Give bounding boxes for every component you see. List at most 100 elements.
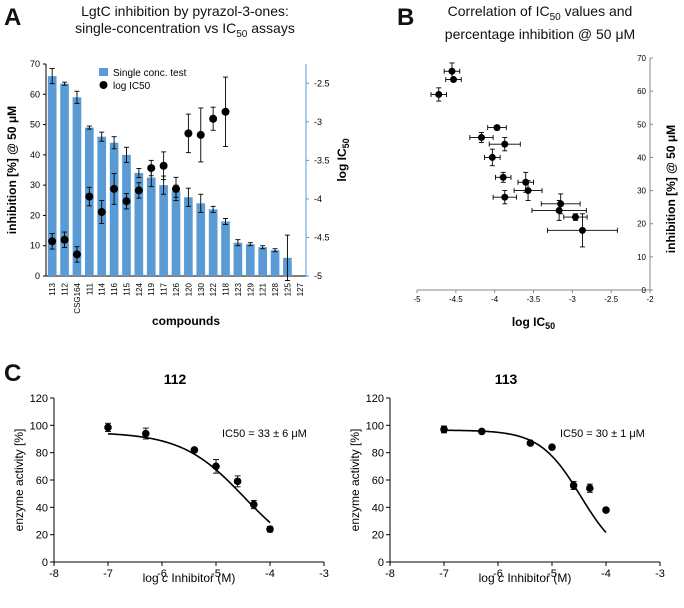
chart-a-xtick-label-10: 126	[172, 282, 181, 296]
chart-a-bar-5	[109, 142, 119, 276]
chart-a-dot-4	[97, 208, 106, 217]
chart-b-xtick-label-0: -5	[413, 295, 421, 304]
chart-b-xtick-label-6: -2	[646, 295, 654, 304]
chart-a-dot-1	[60, 235, 69, 244]
chart-b-point-5	[501, 140, 509, 148]
chart-b-xtick-label-3: -3.5	[527, 295, 541, 304]
chart-c1-title: 112	[164, 371, 187, 387]
chart-c2-ytick-label-0: 0	[378, 557, 384, 569]
chart-b-xlabel-sub: 50	[545, 321, 555, 331]
chart-a-bar-error-15	[235, 239, 241, 247]
chart-b-xtick-label-5: -2.5	[604, 295, 618, 304]
chart-a-bar-6	[122, 154, 131, 276]
chart-c2-xtick-label-4: -4	[601, 568, 611, 580]
chart-a-bar-error-6	[123, 146, 129, 163]
panel-label-a: A	[4, 4, 22, 31]
chart-a-xtick-label-0: 113	[48, 282, 57, 295]
chart-c1-annotation: IC50 = 33 ± 6 μM	[222, 428, 307, 440]
chart-a-bar-8	[146, 177, 156, 276]
chart-a-dot-10	[172, 184, 180, 193]
chart-c2-point-5	[586, 484, 594, 493]
chart-a-bar-10	[171, 191, 181, 276]
chart-a-bar-error-2	[74, 90, 80, 104]
chart-b-point-2	[435, 90, 443, 98]
chart-b-point-11	[557, 200, 565, 208]
chart-a-bar-error-14	[223, 218, 229, 225]
chart-a-xtick-label-2: CSG164	[73, 282, 82, 313]
chart-a-xtick-label-8: 119	[147, 282, 156, 295]
chart-a-bar-error-7	[136, 168, 142, 179]
chart-a-xtick-label-19: 125	[283, 282, 292, 296]
chart-c1-xtick-label-4: -4	[265, 568, 275, 580]
chart-b-point-6	[488, 153, 496, 161]
chart-c1-fit-curve	[107, 433, 271, 524]
chart-c1-xtick-label-0: -8	[49, 568, 59, 580]
chart-a-ytick-left-label-0: 0	[35, 271, 40, 281]
chart-c1-ytick-label-4: 80	[36, 448, 48, 460]
chart-c1-xtick-label-5: -3	[319, 568, 329, 580]
chart-b-point-1	[450, 76, 458, 84]
chart-b-point-13	[571, 213, 579, 221]
chart-a-bar-17	[258, 247, 267, 276]
chart-c1-xlabel-italic: c	[162, 571, 168, 585]
panel-label-c: C	[4, 360, 22, 387]
chart-c2-fit-curve	[443, 429, 607, 534]
chart-c2-point-0	[440, 425, 448, 434]
chart-a-bar-16	[245, 244, 255, 276]
panel-label-b: B	[397, 4, 415, 31]
chart-c2-ytick-label-4: 80	[372, 448, 384, 460]
chart-c2-point-2	[526, 439, 535, 447]
chart-a-xtick-label-9: 117	[160, 282, 169, 295]
chart-a-legend-bar-swatch	[99, 68, 108, 76]
chart-a-xtick-label-17: 121	[259, 282, 268, 296]
chart-b-point-3	[493, 124, 501, 132]
chart-a-bar-error-5	[111, 136, 117, 150]
chart-a-xtick-label-3: 111	[85, 282, 94, 295]
chart-a-xtick-label-15: 123	[234, 282, 243, 296]
chart-b-title-line2: percentage inhibition @ 50 μM	[444, 25, 636, 42]
chart-c1-ytick-label-0: 0	[42, 557, 48, 569]
chart-a-bar-error-12	[198, 193, 204, 213]
chart-c2-xlabel: log c Inhibitor (M)	[479, 571, 572, 585]
chart-c1-xtick-label-3: -5	[211, 568, 221, 580]
chart-c1-ytick-label-6: 120	[30, 393, 48, 405]
chart-a-xtick-label-12: 130	[197, 282, 206, 296]
chart-c2-ytick-label-6: 120	[366, 393, 384, 405]
chart-b-xtick-label-4: -3	[569, 295, 577, 304]
chart-a-xtick-label-11: 120	[184, 282, 193, 296]
chart-a-title: LgtC inhibition by pyrazol-3-ones: singl…	[40, 3, 330, 43]
chart-c2-xtick-label-1: -7	[439, 568, 449, 580]
chart-b-point-12	[555, 206, 563, 214]
chart-b-ytick-label-2: 20	[637, 220, 646, 229]
chart-a-ylabel-right-sub: 50	[341, 138, 351, 148]
chart-a-dot-8	[147, 164, 156, 173]
chart-a-xtick-label-6: 115	[122, 282, 131, 295]
chart-c2-ytick-label-3: 60	[372, 475, 384, 487]
chart-b-title: Correlation of IC50 values and percentag…	[420, 3, 660, 43]
chart-c1-xtick-label-2: -6	[157, 568, 167, 580]
chart-c2-point-3	[548, 443, 556, 452]
chart-a-ylabel-left: inhibition [%] @ 50 μM	[5, 106, 19, 234]
chart-a-legend-dot-label: log IC50	[113, 81, 151, 92]
chart-a-bar-error-11	[185, 187, 191, 207]
chart-a-bar-15	[233, 242, 243, 276]
chart-c2-point-6	[602, 506, 610, 514]
chart-c1-point-0	[104, 423, 112, 432]
chart-a-bar-9	[159, 185, 168, 276]
chart-a-title-line1: LgtC inhibition by pyrazol-3-ones:	[81, 3, 289, 19]
chart-c2-ytick-label-2: 40	[372, 502, 384, 514]
chart-b-xtick-label-2: -4	[491, 295, 499, 304]
chart-a-bar-error-13	[210, 205, 216, 213]
chart-a-legend-bar-label: Single conc. test	[113, 68, 187, 79]
chart-a-bar-error-17	[260, 245, 266, 250]
chart-c2-point-1	[478, 427, 486, 436]
chart-c1-xlabel: log c Inhibitor (M)	[143, 571, 236, 585]
chart-a-bar-error-19	[284, 234, 290, 281]
chart-a-ytick-left-label-4: 40	[30, 150, 40, 160]
chart-a-bar-error-16	[247, 242, 253, 247]
chart-a-ytick-left-label-1: 10	[30, 241, 40, 251]
chart-a-bar-0	[47, 76, 57, 276]
chart-b-ytick-label-5: 50	[637, 120, 646, 129]
chart-a-ytick-right-label-1: -4.5	[314, 232, 330, 242]
